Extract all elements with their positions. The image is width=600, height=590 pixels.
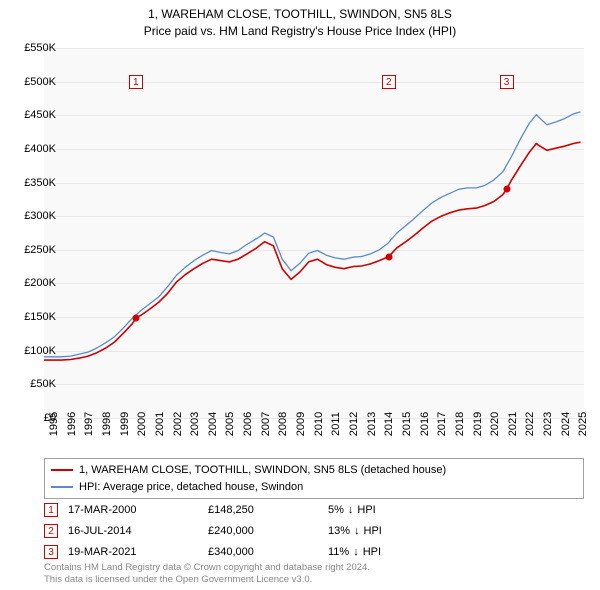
sale-marker-dot [132,315,139,322]
footer-line-2: This data is licensed under the Open Gov… [44,574,370,586]
sale-rows: 117-MAR-2000£148,2505%↓HPI216-JUL-2014£2… [44,500,584,563]
line-plot-svg [44,48,584,418]
xtick-label: 2010 [313,412,325,436]
title-block: 1, WAREHAM CLOSE, TOOTHILL, SWINDON, SN5… [0,0,600,40]
xtick-label: 2005 [224,412,236,436]
sale-row: 3 19-MAR-2021 £340,000 11%↓HPI [44,542,584,563]
sale-row-price: £148,250 [208,500,318,521]
xtick-label: 2022 [524,412,536,436]
footer-attribution: Contains HM Land Registry data © Crown c… [44,562,370,586]
sale-row-price: £340,000 [208,542,318,563]
ytick-label: £450K [24,109,56,121]
arrow-down-icon: ↓ [354,521,360,542]
xtick-label: 2011 [330,412,342,436]
xtick-label: 1998 [101,412,113,436]
sale-row: 1 17-MAR-2000 £148,250 5%↓HPI [44,500,584,521]
arrow-down-icon: ↓ [348,500,354,521]
xtick-label: 2000 [136,412,148,436]
sale-row-diff-pct: 5% [328,500,344,521]
sale-row: 2 16-JUL-2014 £240,000 13%↓HPI [44,521,584,542]
legend-swatch-hpi [51,486,73,488]
sale-marker-box: 2 [382,75,396,89]
xtick-label: 1999 [119,412,131,436]
xtick-label: 2008 [277,412,289,436]
xtick-label: 2019 [472,412,484,436]
xtick-label: 2003 [189,412,201,436]
series-line-hpi [44,112,581,357]
xtick-label: 2002 [172,412,184,436]
sale-row-number-box: 3 [44,545,58,559]
ytick-label: £50K [30,378,56,390]
ytick-label: £400K [24,143,56,155]
arrow-down-icon: ↓ [353,542,359,563]
xtick-label: 2004 [207,412,219,436]
legend-label-hpi: HPI: Average price, detached house, Swin… [79,479,303,496]
xtick-label: 2024 [560,412,572,436]
xtick-label: 2014 [383,412,395,436]
chart-area: 1 2 3 [44,48,584,418]
ytick-label: £150K [24,311,56,323]
sale-row-price: £240,000 [208,521,318,542]
xtick-label: 2013 [366,412,378,436]
xtick-label: 1995 [48,412,60,436]
xtick-label: 2017 [436,412,448,436]
xtick-label: 2012 [348,412,360,436]
sale-row-diff-pct: 11% [328,542,349,563]
xtick-label: 2006 [242,412,254,436]
legend-box: 1, WAREHAM CLOSE, TOOTHILL, SWINDON, SN5… [44,458,584,499]
legend-swatch-price-paid [51,469,73,471]
xtick-label: 2009 [295,412,307,436]
title-line-2: Price paid vs. HM Land Registry's House … [0,23,600,40]
sale-marker-box: 1 [129,75,143,89]
legend-item-price-paid: 1, WAREHAM CLOSE, TOOTHILL, SWINDON, SN5… [51,462,577,479]
xtick-label: 1996 [66,412,78,436]
xtick-label: 2016 [419,412,431,436]
xtick-label: 2018 [454,412,466,436]
ytick-label: £250K [24,244,56,256]
legend-label-price-paid: 1, WAREHAM CLOSE, TOOTHILL, SWINDON, SN5… [79,462,446,479]
sale-row-date: 16-JUL-2014 [68,521,198,542]
ytick-label: £200K [24,277,56,289]
sale-row-number-box: 1 [44,503,58,517]
xtick-label: 2023 [542,412,554,436]
xtick-label: 2025 [577,412,589,436]
ytick-label: £500K [24,76,56,88]
xtick-label: 2015 [401,412,413,436]
sale-row-diff-label: HPI [364,521,382,542]
sale-marker-dot [503,186,510,193]
sale-row-number-box: 2 [44,524,58,538]
ytick-label: £100K [24,345,56,357]
sale-row-date: 17-MAR-2000 [68,500,198,521]
sale-row-diff: 11%↓HPI [328,542,448,563]
sale-marker-dot [385,253,392,260]
footer-line-1: Contains HM Land Registry data © Crown c… [44,562,370,574]
chart-container: 1, WAREHAM CLOSE, TOOTHILL, SWINDON, SN5… [0,0,600,590]
sale-row-diff-label: HPI [363,542,381,563]
sale-row-diff-pct: 13% [328,521,350,542]
sale-row-diff: 13%↓HPI [328,521,448,542]
sale-row-diff: 5%↓HPI [328,500,448,521]
xtick-label: 1997 [83,412,95,436]
ytick-label: £550K [24,42,56,54]
sale-row-date: 19-MAR-2021 [68,542,198,563]
ytick-label: £300K [24,210,56,222]
sale-row-diff-label: HPI [357,500,375,521]
title-line-1: 1, WAREHAM CLOSE, TOOTHILL, SWINDON, SN5… [0,6,600,23]
legend-item-hpi: HPI: Average price, detached house, Swin… [51,479,577,496]
ytick-label: £350K [24,177,56,189]
xtick-label: 2020 [489,412,501,436]
xtick-label: 2001 [154,412,166,436]
sale-marker-box: 3 [500,75,514,89]
xtick-label: 2021 [507,412,519,436]
xtick-label: 2007 [260,412,272,436]
